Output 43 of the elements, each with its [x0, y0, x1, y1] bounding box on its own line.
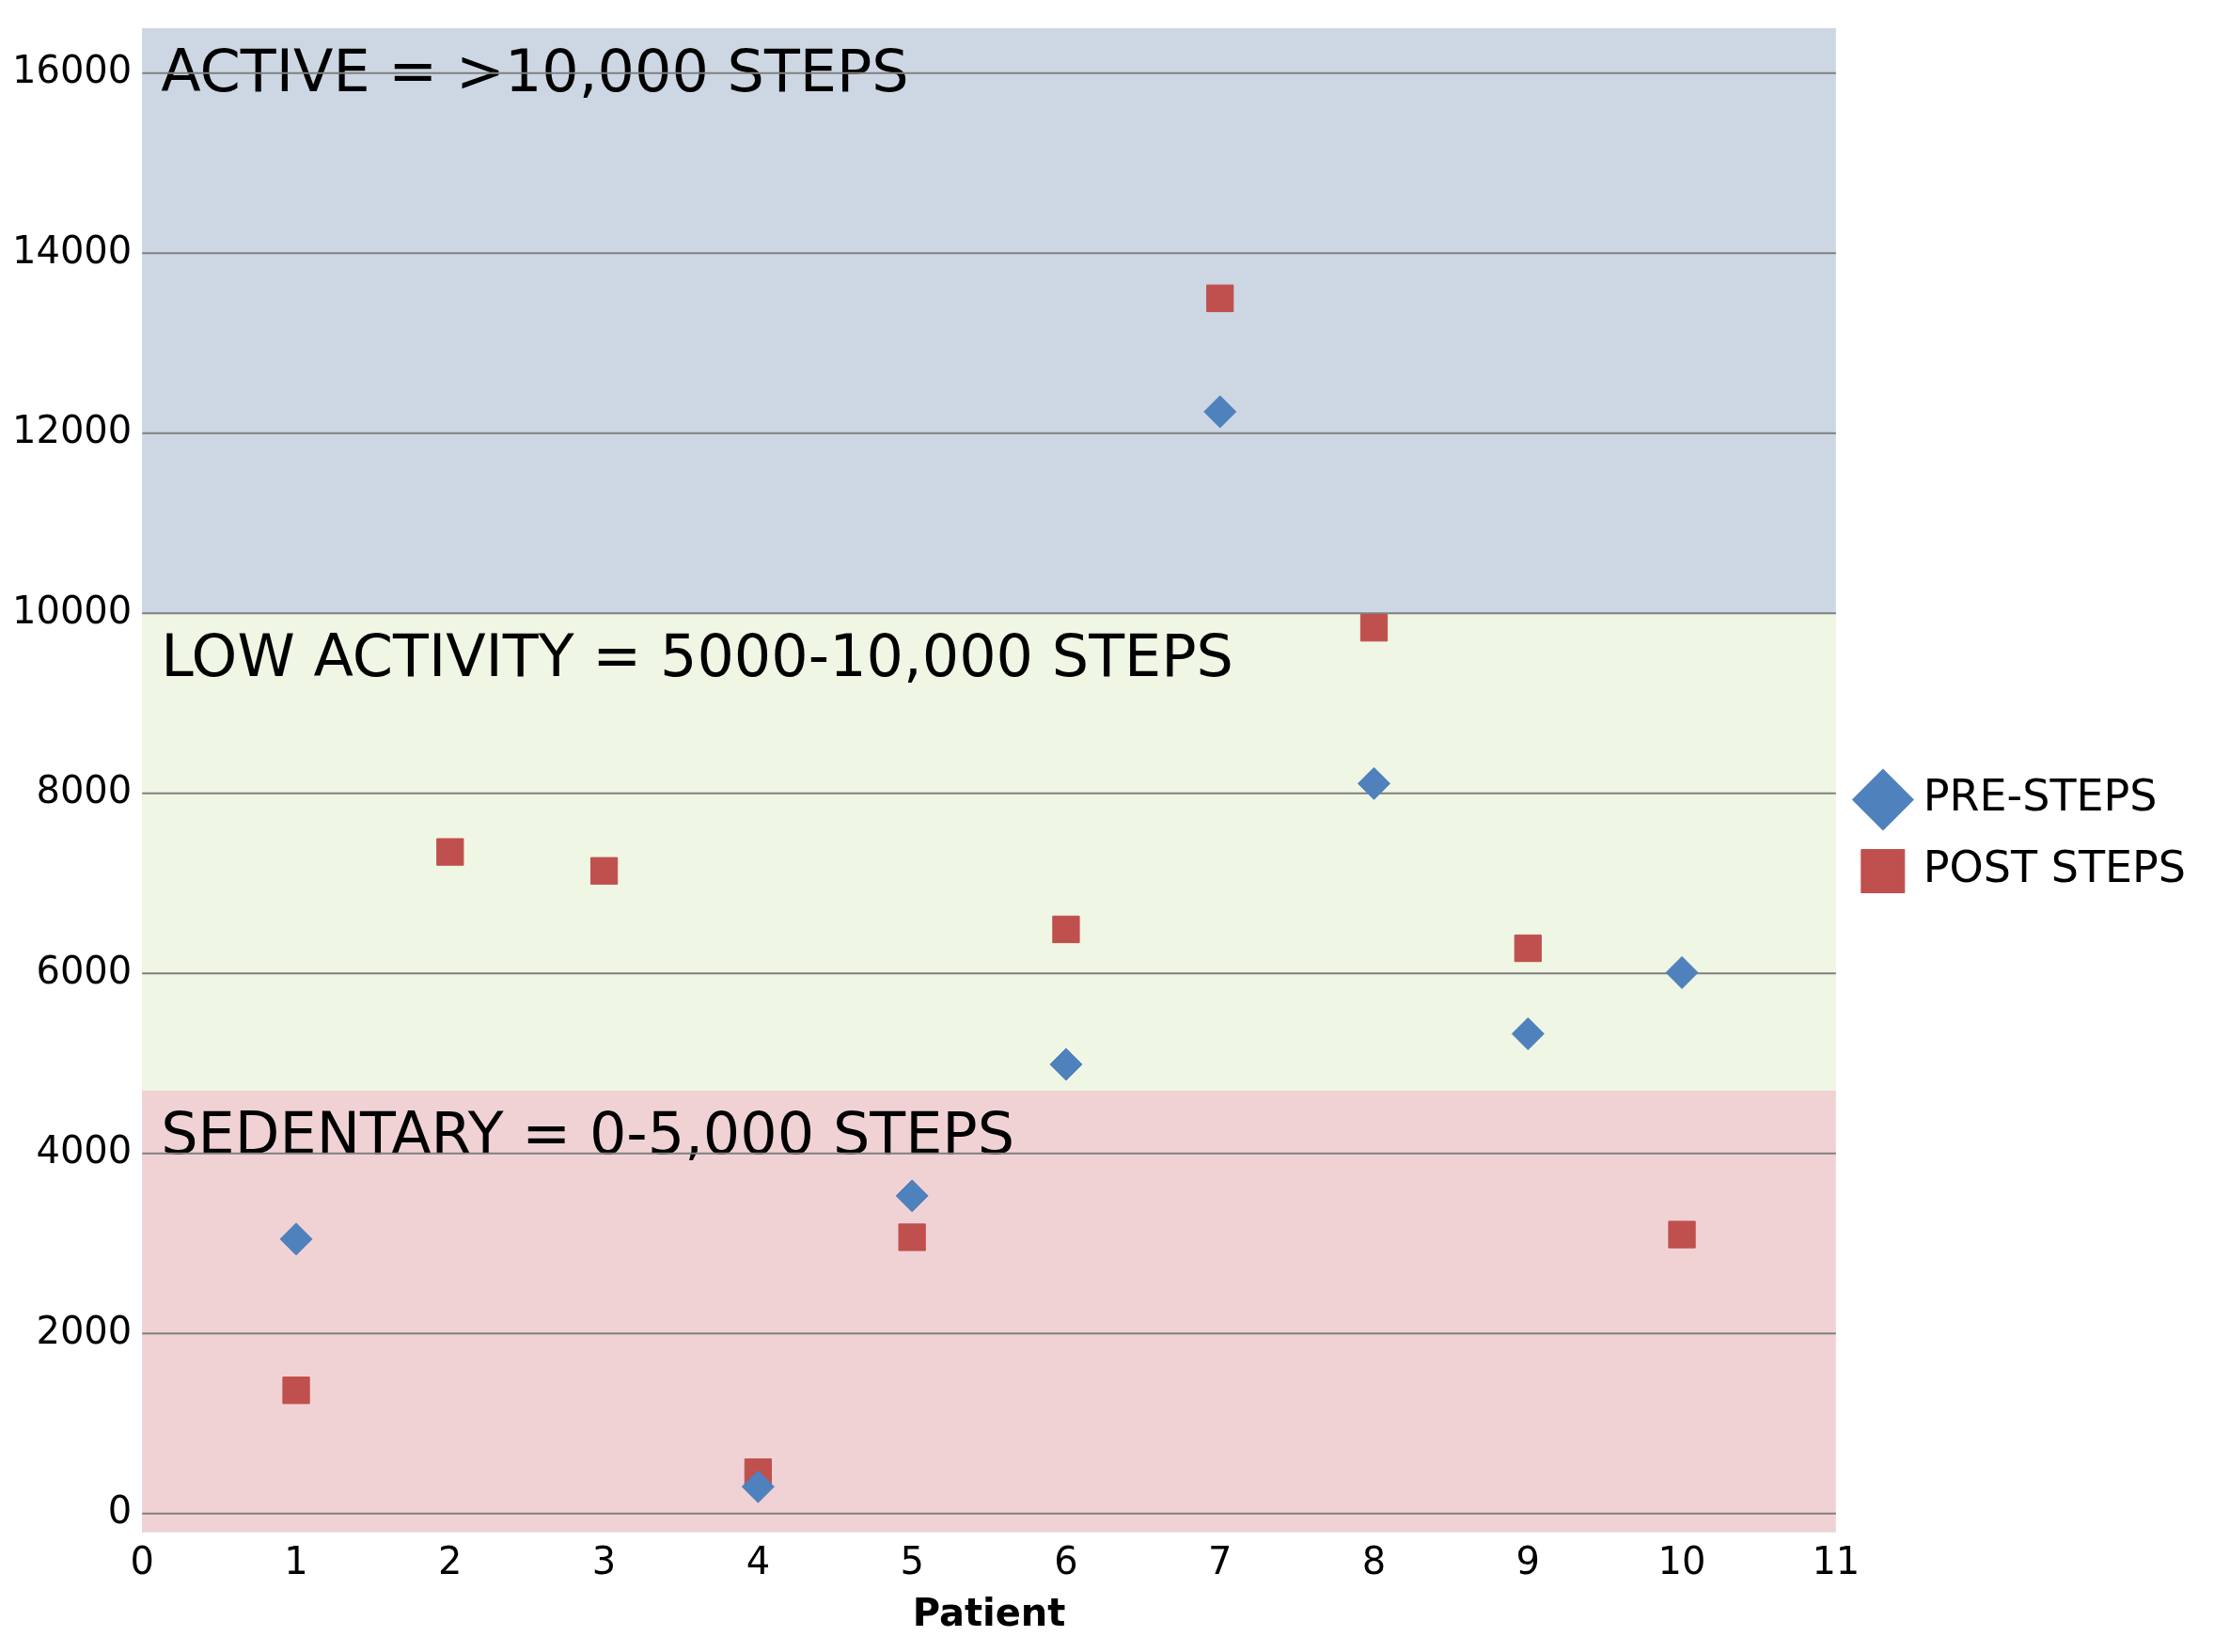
- band-label: ACTIVE = >10,000 STEPS: [161, 37, 909, 106]
- point: [741, 1470, 775, 1503]
- legend-label: PRE-STEPS: [1923, 770, 2158, 822]
- x-tick-label: 10: [1657, 1539, 1706, 1583]
- y-tick-label: 8000: [36, 768, 133, 812]
- y-tick-label: 6000: [36, 948, 133, 992]
- y-tick-label: 16000: [12, 48, 133, 92]
- point: [589, 857, 619, 885]
- point: [898, 1223, 926, 1251]
- point: [895, 1179, 929, 1213]
- y-tick-label: 10000: [12, 588, 133, 632]
- x-tick-label: 9: [1515, 1539, 1540, 1583]
- point: [279, 1222, 313, 1256]
- x-tick-label: 3: [591, 1539, 617, 1583]
- y-tick-label: 2000: [36, 1308, 133, 1352]
- x-tick-label: 7: [1207, 1539, 1233, 1583]
- x-tick-label: 4: [746, 1539, 771, 1583]
- point: [1668, 1220, 1696, 1249]
- point: [1357, 766, 1390, 800]
- x-tick-label: 1: [284, 1539, 308, 1583]
- x-tick-label: 2: [438, 1539, 463, 1583]
- point: [1514, 934, 1542, 963]
- point: [1665, 955, 1699, 989]
- y-tick-label: 14000: [12, 228, 133, 272]
- point: [1203, 395, 1237, 429]
- point: [1359, 614, 1389, 642]
- x-axis-title: Patient: [912, 1591, 1066, 1635]
- point: [1049, 1047, 1083, 1081]
- point: [282, 1377, 310, 1405]
- y-tick-label: 12000: [12, 408, 133, 452]
- point: [436, 838, 464, 866]
- point: [1511, 1017, 1545, 1051]
- band-label: SEDENTARY = 0-5,000 STEPS: [161, 1098, 1015, 1168]
- x-tick-label: 8: [1361, 1539, 1387, 1583]
- legend-label: POST STEPS: [1923, 842, 2186, 893]
- x-tick-label: 11: [1812, 1539, 1861, 1583]
- y-tick-label: 4000: [36, 1128, 133, 1172]
- x-tick-label: 5: [900, 1539, 924, 1583]
- band-label: LOW ACTIVITY = 5000-10,000 STEPS: [161, 621, 1233, 691]
- point: [1206, 284, 1234, 312]
- point: [1052, 915, 1080, 944]
- y-tick-label: 0: [107, 1488, 133, 1533]
- x-tick-label: 6: [1054, 1539, 1078, 1583]
